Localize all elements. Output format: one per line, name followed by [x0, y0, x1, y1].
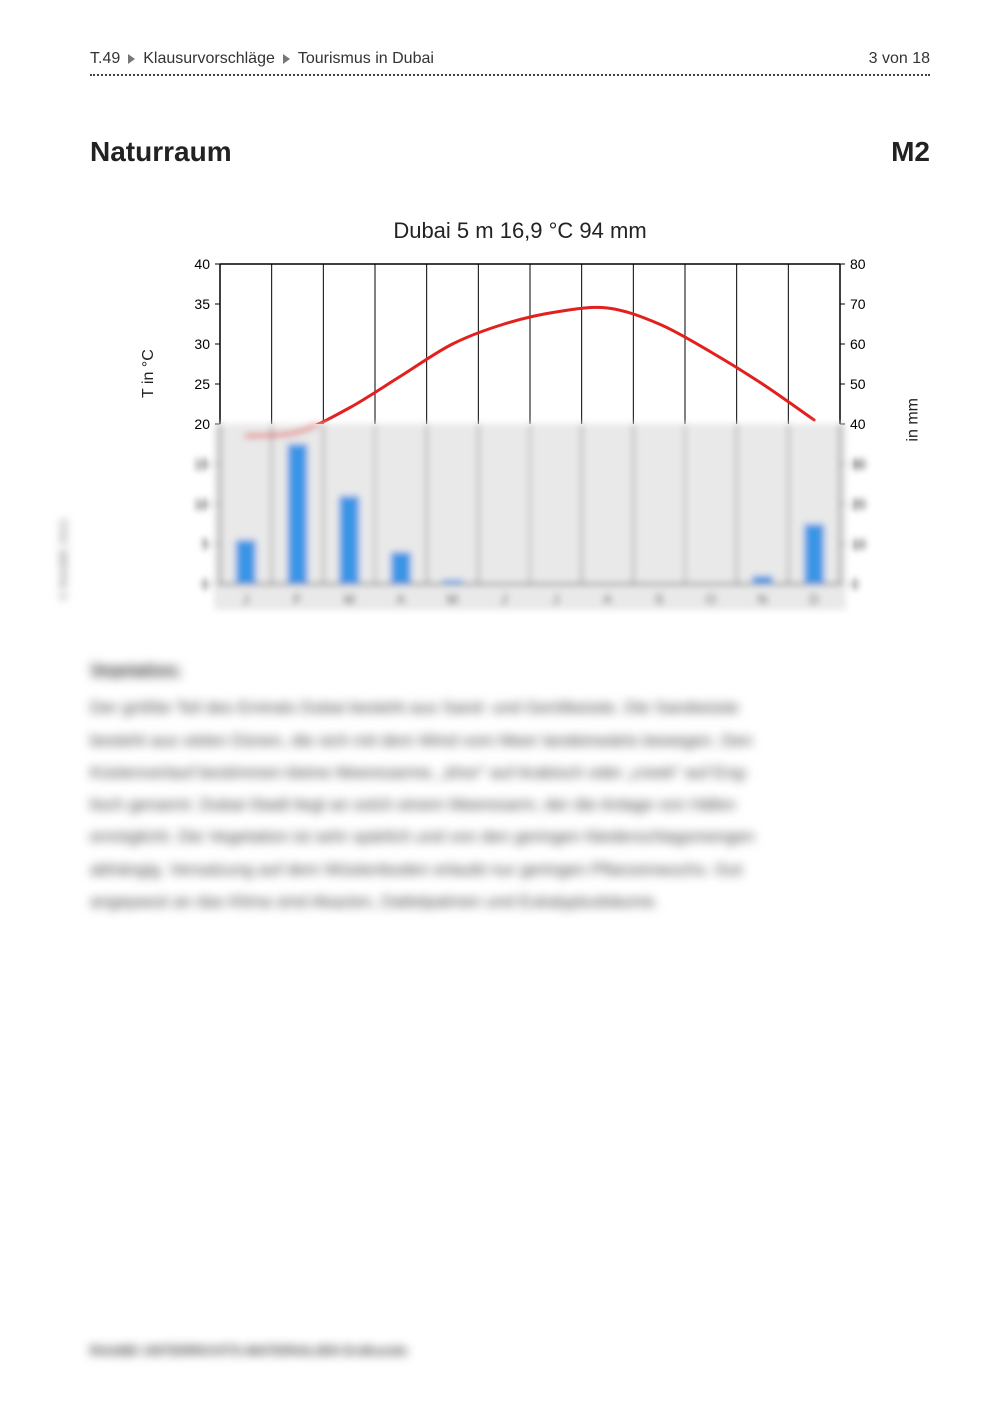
- svg-text:S: S: [654, 591, 663, 607]
- svg-text:10: 10: [194, 496, 210, 512]
- svg-text:J: J: [242, 591, 249, 607]
- svg-text:20: 20: [194, 416, 210, 432]
- svg-text:A: A: [396, 591, 406, 607]
- paragraph-line: Der größte Teil des Emirats Dubai besteh…: [90, 698, 739, 717]
- breadcrumb-part3: Tourismus in Dubai: [298, 50, 434, 68]
- svg-text:50: 50: [850, 376, 866, 392]
- svg-text:60: 60: [850, 336, 866, 352]
- chart-title: Dubai 5 m 16,9 °C 94 mm: [170, 218, 870, 244]
- svg-text:25: 25: [194, 376, 210, 392]
- svg-text:70: 70: [850, 296, 866, 312]
- copyright-side: © RAABE 2021: [58, 518, 70, 600]
- svg-text:80: 80: [850, 256, 866, 272]
- material-code: M2: [891, 136, 930, 168]
- paragraph-line: ermöglicht. Die Vegetation ist sehr spär…: [90, 827, 754, 846]
- chart-svg: 20 25 30 35 40 40 50 60 70 80 0 5 10 15 0 10 20 30 J F M A M J J…: [170, 254, 890, 614]
- svg-text:40: 40: [194, 256, 210, 272]
- svg-text:M: M: [343, 591, 355, 607]
- paragraph-heading: Vegetation:: [90, 654, 182, 686]
- page-number: 3 von 18: [869, 50, 930, 68]
- chevron-right-icon: [283, 54, 290, 64]
- svg-text:35: 35: [194, 296, 210, 312]
- svg-text:O: O: [705, 591, 716, 607]
- svg-text:M: M: [447, 591, 459, 607]
- svg-text:20: 20: [850, 496, 866, 512]
- breadcrumb-part2: Klausurvorschläge: [143, 50, 275, 68]
- paragraph-line: besteht aus vielen Dünen, die sich mit d…: [90, 731, 752, 750]
- svg-text:5: 5: [202, 536, 210, 552]
- svg-text:J: J: [552, 591, 559, 607]
- y-axis-right-label: in mm: [905, 398, 923, 442]
- svg-text:A: A: [603, 591, 613, 607]
- body-text-blurred: Vegetation: Der größte Teil des Emirats …: [90, 654, 930, 918]
- paragraph-line: abhängig. Versalzung auf dem Wüstenboden…: [90, 860, 742, 879]
- svg-text:15: 15: [194, 456, 210, 472]
- svg-text:J: J: [501, 591, 508, 607]
- svg-text:10: 10: [850, 536, 866, 552]
- paragraph-line: angepasst an das Klima sind Akazien, Dat…: [90, 892, 659, 911]
- breadcrumb: T.49 Klausurvorschläge Tourismus in Duba…: [90, 50, 930, 76]
- breadcrumb-part1: T.49: [90, 50, 120, 68]
- chevron-right-icon: [128, 54, 135, 64]
- paragraph-line: Küstenverlauf bestimmen kleine Meeresarm…: [90, 763, 749, 782]
- svg-text:30: 30: [850, 456, 866, 472]
- svg-text:0: 0: [202, 576, 210, 592]
- y-axis-left-label: T in °C: [140, 349, 158, 398]
- svg-text:40: 40: [850, 416, 866, 432]
- svg-text:F: F: [293, 591, 302, 607]
- section-heading: Naturraum: [90, 136, 232, 168]
- paragraph-line: lisch genannt. Dubai-Stadt liegt an solc…: [90, 795, 735, 814]
- svg-text:N: N: [757, 591, 767, 607]
- svg-text:30: 30: [194, 336, 210, 352]
- svg-text:D: D: [809, 591, 819, 607]
- climate-chart: Dubai 5 m 16,9 °C 94 mm T in °C in mm 20…: [170, 218, 870, 614]
- footer-text: RAABE UNTERRICHTS-MATERIALIEN Erdkunde: [90, 1343, 408, 1358]
- svg-text:0: 0: [850, 576, 858, 592]
